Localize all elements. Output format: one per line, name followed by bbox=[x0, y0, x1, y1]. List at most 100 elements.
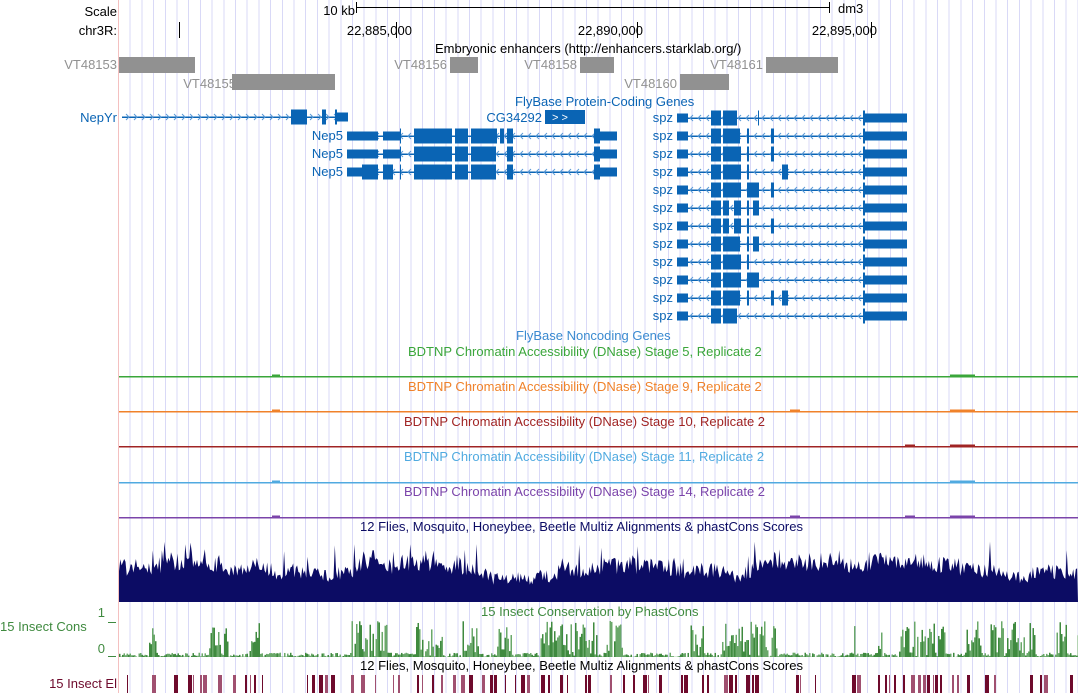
phastcons-bar bbox=[803, 656, 805, 657]
exon bbox=[677, 113, 688, 123]
gene-label-spz[interactable]: spz bbox=[652, 164, 673, 179]
phastcons-bar bbox=[467, 644, 469, 657]
strand-arrow bbox=[809, 150, 814, 158]
phastcons-bar bbox=[870, 654, 872, 657]
phastcons-bar bbox=[699, 646, 701, 657]
strand-arrow bbox=[817, 204, 822, 212]
gene-label-nep5[interactable]: Nep5 bbox=[311, 128, 343, 143]
gene-label-spz[interactable]: spz bbox=[652, 146, 673, 161]
phastcons-bar bbox=[416, 627, 418, 657]
phastcons-bar bbox=[428, 641, 430, 657]
phastcons-bar bbox=[486, 654, 488, 657]
phastcons-bar bbox=[771, 637, 773, 657]
enhancer-label[interactable]: VT48156 bbox=[394, 57, 447, 72]
enhancer-label[interactable]: VT48161 bbox=[710, 57, 763, 72]
exon bbox=[677, 311, 688, 321]
phastcons-bar bbox=[717, 655, 719, 657]
phastcons-bar bbox=[482, 653, 484, 657]
exon bbox=[594, 146, 600, 162]
exon bbox=[383, 131, 400, 141]
phastcons-bar bbox=[591, 640, 593, 657]
strand-arrow bbox=[849, 258, 854, 266]
dnase-peak bbox=[905, 515, 915, 517]
phastcons-bar bbox=[389, 652, 391, 657]
intron-line bbox=[677, 315, 907, 317]
strand-arrow bbox=[761, 114, 766, 122]
gene-label-spz[interactable]: spz bbox=[652, 110, 673, 125]
strand-arrow bbox=[761, 258, 766, 266]
enhancer-label[interactable]: VT48155 bbox=[183, 76, 236, 91]
phastcons-bar bbox=[279, 652, 281, 657]
gene-label-nep5[interactable]: Nep5 bbox=[311, 164, 343, 179]
strand-arrow bbox=[737, 114, 742, 122]
strand-arrow bbox=[817, 114, 822, 122]
gene-label-spz[interactable]: spz bbox=[652, 308, 673, 323]
phastcons-bar bbox=[122, 654, 124, 657]
exon bbox=[471, 146, 496, 162]
strand-arrow bbox=[817, 276, 822, 284]
strand-arrow bbox=[737, 312, 742, 320]
track-title-dnase-stage14: BDTNP Chromatin Accessibility (DNase) St… bbox=[404, 484, 766, 499]
phastcons-bar bbox=[1061, 634, 1063, 657]
gene-label-spz[interactable]: spz bbox=[652, 254, 673, 269]
ruler-tick bbox=[396, 22, 397, 38]
enhancer-label[interactable]: VT48153 bbox=[64, 57, 117, 72]
enhancer-label[interactable]: VT48160 bbox=[624, 76, 677, 91]
conserved-element bbox=[985, 675, 989, 693]
gene-label-spz[interactable]: spz bbox=[652, 218, 673, 233]
conserved-element bbox=[940, 675, 942, 693]
exon bbox=[771, 290, 774, 306]
phastcons-bar bbox=[657, 654, 659, 657]
dnase-peak bbox=[950, 515, 975, 517]
phastcons-bar bbox=[167, 653, 169, 657]
phastcons-bar bbox=[731, 635, 733, 657]
gene-label-spz[interactable]: spz bbox=[652, 290, 673, 305]
phastcons-bar bbox=[692, 630, 694, 657]
phastcons-bar bbox=[242, 654, 244, 657]
phastcons-bar bbox=[437, 645, 439, 657]
phastcons-bar bbox=[875, 653, 877, 657]
conserved-element bbox=[527, 675, 530, 693]
phastcons-bar bbox=[848, 655, 850, 657]
gene-label-nep5[interactable]: Nep5 bbox=[311, 146, 343, 161]
phastcons-bar bbox=[498, 628, 500, 657]
gene-label-spz[interactable]: spz bbox=[652, 128, 673, 143]
phastcons-bar bbox=[798, 655, 800, 657]
exon bbox=[753, 200, 759, 216]
phastcons-bar bbox=[209, 648, 211, 657]
exon bbox=[753, 236, 759, 252]
gene-label-nepyr[interactable]: NepYr bbox=[80, 110, 117, 125]
strand-arrow bbox=[849, 204, 854, 212]
phastcons-bar bbox=[551, 621, 553, 657]
conserved-element bbox=[245, 675, 247, 693]
strand-arrow bbox=[793, 294, 798, 302]
phastcons-bar bbox=[977, 621, 979, 657]
phastcons-bar bbox=[261, 653, 263, 657]
gene-label-spz[interactable]: spz bbox=[652, 272, 673, 287]
phastcons-bar bbox=[414, 654, 416, 657]
enhancer-label[interactable]: VT48158 bbox=[524, 57, 577, 72]
phastcons-bar bbox=[1007, 638, 1009, 657]
strand-arrow bbox=[197, 113, 202, 121]
phastcons-bar bbox=[969, 650, 971, 657]
phastcons-bar bbox=[132, 655, 134, 657]
conserved-element bbox=[250, 675, 251, 693]
exon bbox=[711, 182, 713, 198]
phastcons-bar bbox=[393, 655, 395, 657]
strand-arrow bbox=[181, 113, 186, 121]
phastcons-bar bbox=[170, 654, 172, 657]
exon bbox=[782, 290, 788, 306]
exon bbox=[362, 164, 378, 180]
phastcons-bar bbox=[876, 652, 878, 657]
phastcons-bar bbox=[465, 650, 467, 657]
gene-label-spz[interactable]: spz bbox=[652, 236, 673, 251]
conserved-element bbox=[729, 675, 733, 693]
gene-label-cg34292[interactable]: CG34292 bbox=[486, 110, 542, 125]
track-title-dnase-stage5: BDTNP Chromatin Accessibility (DNase) St… bbox=[408, 344, 762, 359]
phastcons-bar bbox=[914, 621, 916, 657]
gene-label-spz[interactable]: spz bbox=[652, 200, 673, 215]
phastcons-bar bbox=[441, 636, 443, 657]
gene-label-spz[interactable]: spz bbox=[652, 182, 673, 197]
phastcons-bar bbox=[737, 646, 739, 657]
tick-label: 22,885,000 bbox=[346, 23, 412, 38]
